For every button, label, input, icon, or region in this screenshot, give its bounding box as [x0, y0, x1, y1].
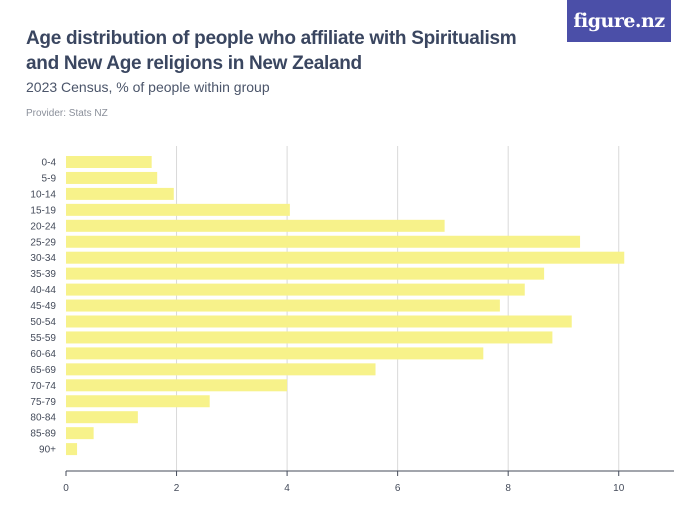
y-category-label: 30-34 — [30, 253, 56, 264]
y-category-label: 80-84 — [30, 413, 56, 424]
chart-title: Age distribution of people who affiliate… — [26, 28, 517, 74]
chart-subtitle: 2023 Census, % of people within group — [26, 79, 270, 95]
y-category-label: 25-29 — [30, 237, 56, 248]
x-axis: 0 2 4 6 8 10 — [63, 470, 674, 494]
bar-40-44[interactable] — [66, 283, 525, 296]
x-tick-label: 10 — [613, 483, 625, 494]
x-tick-label: 0 — [63, 483, 69, 494]
y-category-label: 60-64 — [30, 349, 56, 360]
bar-80-84[interactable] — [66, 411, 138, 424]
bar-30-34[interactable] — [66, 251, 625, 264]
bar-75-79[interactable] — [66, 395, 210, 408]
bar-90+[interactable] — [66, 443, 78, 456]
x-tick-label: 4 — [284, 483, 290, 494]
x-tick-label: 8 — [505, 483, 511, 494]
y-category-label: 15-19 — [30, 205, 56, 216]
data-provider: Provider: Stats NZ — [26, 108, 108, 119]
bar-25-29[interactable] — [66, 235, 581, 248]
y-category-label: 90+ — [39, 445, 56, 456]
bar-85-89[interactable] — [66, 427, 94, 440]
y-category-label: 45-49 — [30, 301, 56, 312]
bars — [66, 156, 625, 456]
y-category-label: 65-69 — [30, 365, 56, 376]
bar-20-24[interactable] — [66, 219, 445, 232]
figure-nz-logo[interactable]: figure.nz — [567, 0, 671, 42]
y-category-label: 35-39 — [30, 269, 56, 280]
bar-65-69[interactable] — [66, 363, 376, 376]
bar-35-39[interactable] — [66, 267, 545, 280]
bar-0-4[interactable] — [66, 156, 152, 168]
y-axis-labels: 0-4 5-9 10-14 15-19 20-24 25-29 30-34 35-39 40-4… — [30, 158, 56, 456]
x-tick-label: 2 — [174, 483, 180, 494]
bar-10-14[interactable] — [66, 187, 174, 200]
y-category-label: 55-59 — [30, 333, 56, 344]
bar-55-59[interactable] — [66, 331, 553, 344]
bar-50-54[interactable] — [66, 315, 572, 328]
y-category-label: 5-9 — [42, 173, 57, 184]
y-category-label: 20-24 — [30, 221, 56, 232]
bar-60-64[interactable] — [66, 347, 484, 360]
bar-70-74[interactable] — [66, 379, 288, 392]
y-category-label: 75-79 — [30, 397, 56, 408]
bar-45-49[interactable] — [66, 299, 500, 312]
y-category-label: 70-74 — [30, 381, 56, 392]
y-category-label: 85-89 — [30, 429, 56, 440]
x-tick-label: 6 — [395, 483, 401, 494]
bar-5-9[interactable] — [66, 171, 158, 184]
y-category-label: 50-54 — [30, 317, 56, 328]
bar-15-19[interactable] — [66, 203, 290, 216]
y-category-label: 0-4 — [42, 158, 57, 169]
y-category-label: 10-14 — [30, 189, 56, 200]
y-category-label: 40-44 — [30, 285, 56, 296]
